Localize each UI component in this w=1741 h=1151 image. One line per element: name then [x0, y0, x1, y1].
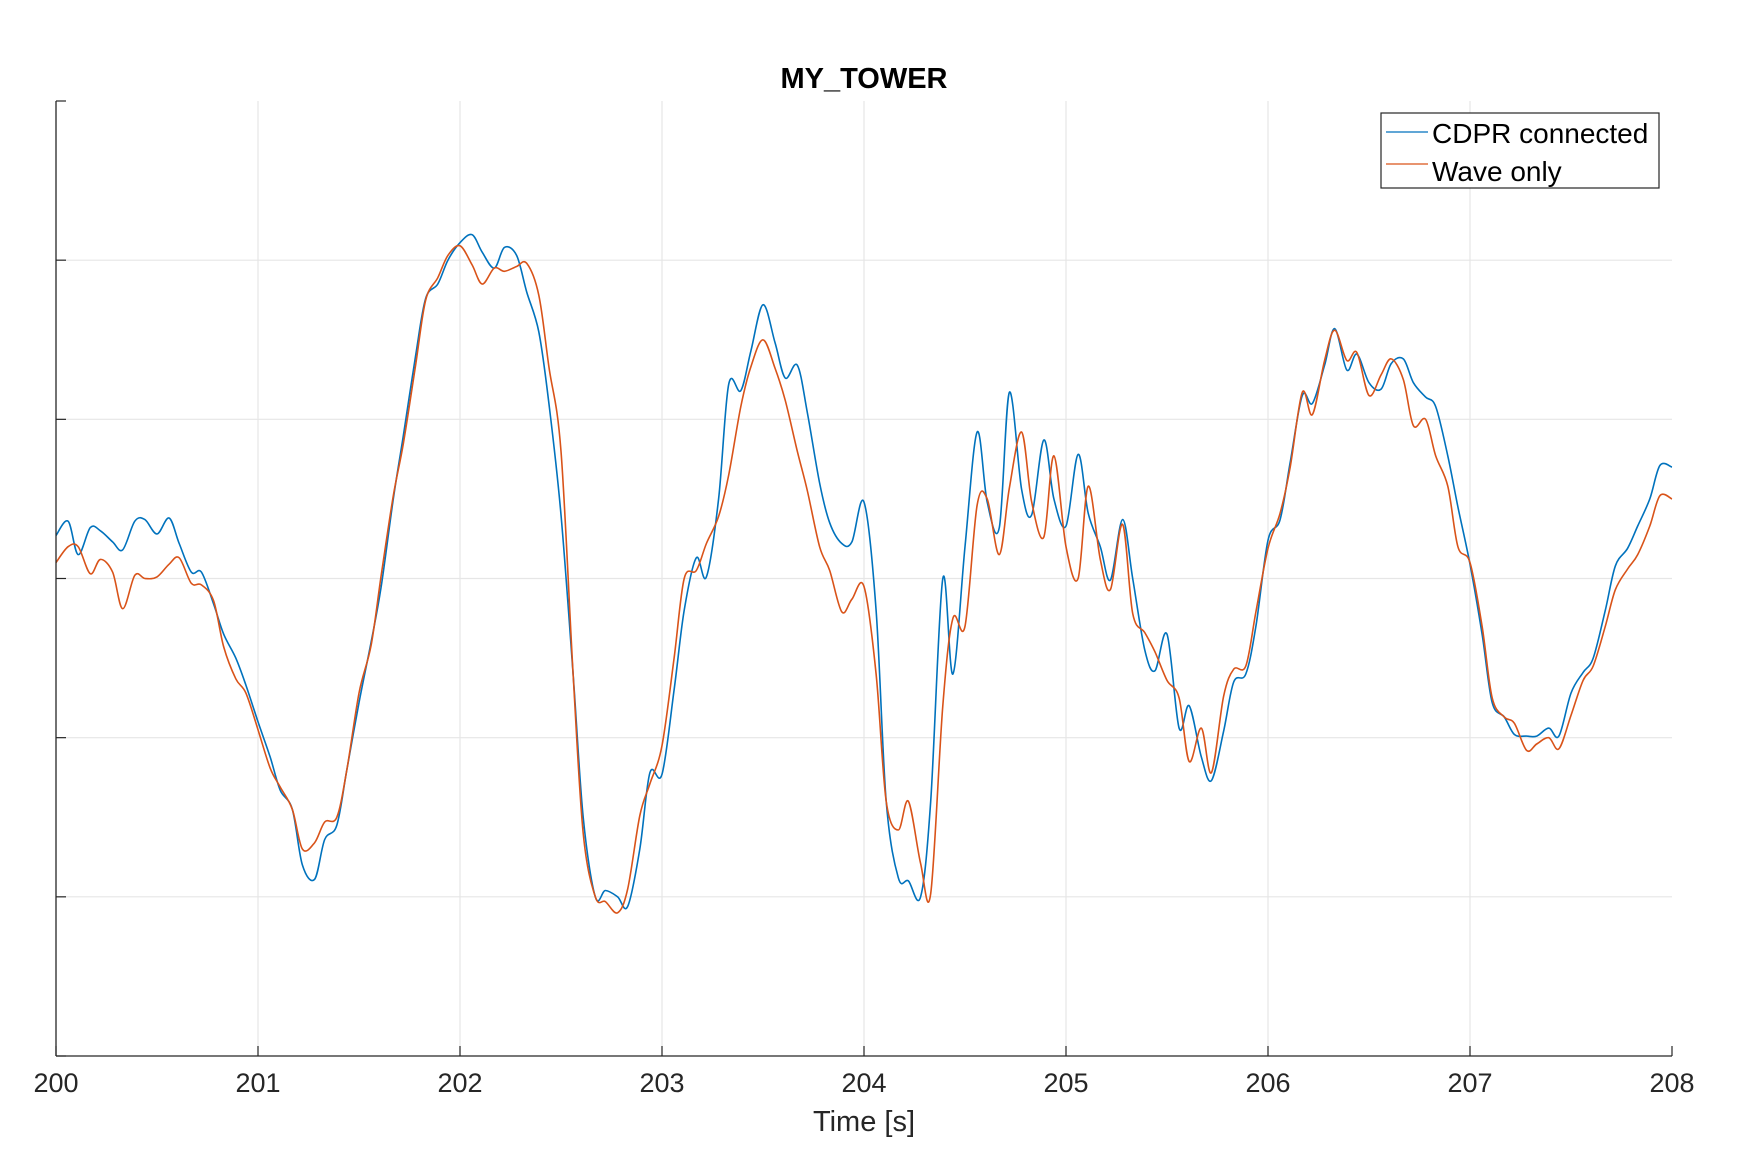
x-tick-label: 202 — [437, 1068, 482, 1098]
x-tick-label: 205 — [1043, 1068, 1088, 1098]
x-tick-label: 203 — [639, 1068, 684, 1098]
y-ticks — [56, 100, 66, 1057]
series-cdpr-connected — [55, 233, 1673, 910]
legend-box — [1380, 112, 1660, 189]
series-lines — [55, 233, 1673, 914]
grid-lines — [56, 101, 1672, 1056]
chart-title: MY_TOWER — [780, 63, 947, 95]
x-ticks: 200 201 202 203 204 205 206 207 208 — [33, 1046, 1695, 1098]
legend: CDPR connected Wave only — [1380, 112, 1660, 189]
legend-label-wave-only: Wave only — [1432, 156, 1562, 187]
series-wave-only — [55, 244, 1673, 914]
x-tick-label: 201 — [235, 1068, 280, 1098]
x-axis-label: Time [s] — [813, 1106, 915, 1138]
x-tick-label: 206 — [1245, 1068, 1290, 1098]
x-tick-label: 207 — [1447, 1068, 1492, 1098]
x-tick-label: 204 — [841, 1068, 886, 1098]
x-tick-label: 208 — [1649, 1068, 1694, 1098]
legend-label-cdpr-connected: CDPR connected — [1432, 118, 1648, 149]
x-tick-label: 200 — [33, 1068, 78, 1098]
